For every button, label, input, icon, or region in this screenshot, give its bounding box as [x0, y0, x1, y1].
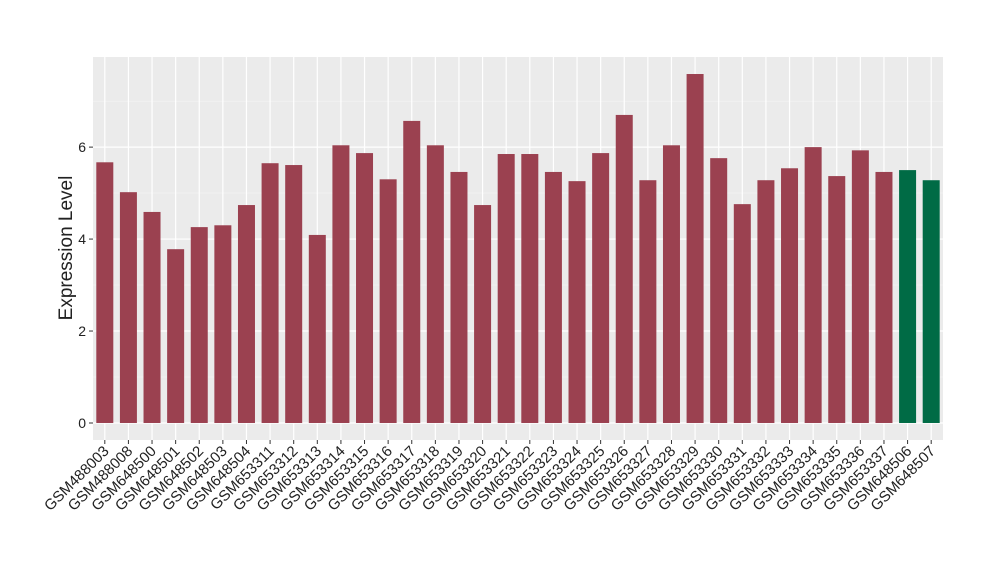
- bar: [733, 204, 751, 423]
- bar: [237, 205, 255, 423]
- bar: [757, 180, 775, 423]
- bar: [568, 181, 586, 423]
- bar: [592, 153, 610, 423]
- bar: [521, 154, 539, 423]
- bar: [450, 171, 468, 423]
- bar: [922, 180, 940, 423]
- bar: [781, 168, 799, 423]
- bar: [308, 234, 326, 423]
- bar: [851, 150, 869, 423]
- bar: [497, 154, 515, 423]
- bar: [167, 249, 185, 423]
- bar: [403, 120, 421, 423]
- bar: [332, 145, 350, 423]
- plot-panel: [93, 57, 943, 440]
- y-tick-label: 4: [78, 231, 86, 247]
- y-axis-label: Expression Level: [56, 176, 77, 321]
- bar: [686, 74, 704, 423]
- bar: [710, 158, 728, 423]
- y-tick-label: 0: [78, 415, 86, 431]
- bar: [426, 145, 444, 423]
- bar: [615, 114, 633, 423]
- bar: [356, 153, 374, 423]
- bar: [474, 205, 492, 423]
- bar: [875, 171, 893, 423]
- bar: [285, 165, 303, 423]
- bar: [662, 145, 680, 423]
- bar: [639, 180, 657, 423]
- bar: [214, 225, 232, 423]
- bar: [828, 176, 846, 423]
- bar: [379, 179, 397, 423]
- y-tick-label: 6: [78, 139, 86, 155]
- bar: [544, 171, 562, 423]
- bar: [119, 192, 137, 423]
- bar: [143, 211, 161, 423]
- y-tick-label: 2: [78, 323, 86, 339]
- bar: [96, 162, 114, 423]
- bar: [899, 170, 917, 423]
- bar: [261, 163, 279, 423]
- bar: [190, 227, 208, 423]
- bar: [804, 147, 822, 423]
